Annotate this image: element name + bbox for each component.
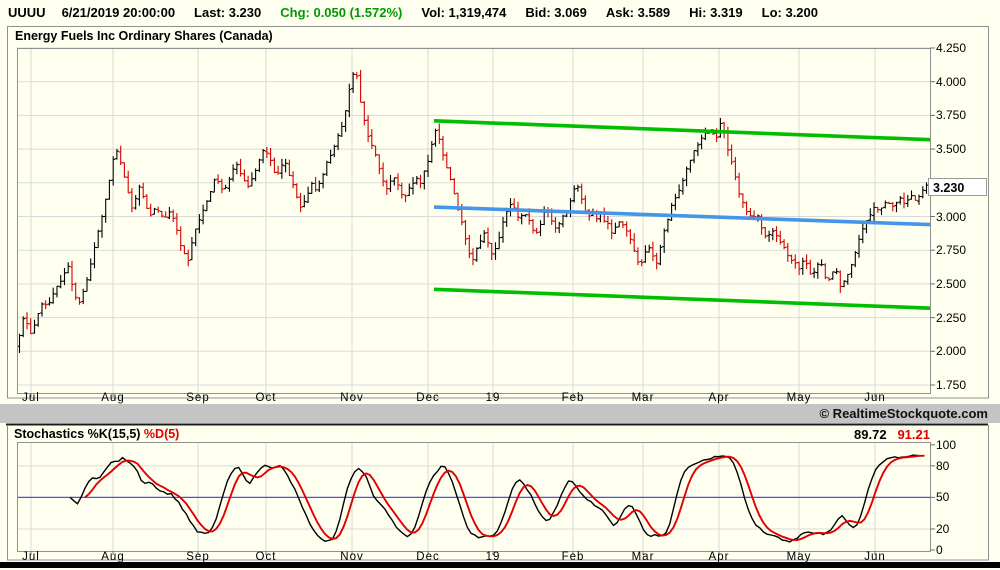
- stochastics-values: 89.72 91.21: [0, 427, 930, 442]
- month-label: Oct: [255, 392, 277, 404]
- month-label: May: [786, 392, 812, 404]
- stoch-axis-label: 50: [936, 490, 950, 505]
- stoch-month-label: 19: [485, 551, 501, 563]
- stoch-month-label: Sep: [186, 551, 210, 563]
- watermark-bar: © RealtimeStockquote.com: [0, 404, 1000, 423]
- stochastics-k-value: 89.72: [854, 427, 887, 442]
- stoch-axis-label: 0: [936, 543, 943, 557]
- header-field-1: 6/21/2019 20:00:00: [61, 4, 176, 20]
- header-field-4: Vol: 1,319,474: [421, 4, 507, 20]
- price-axis-label: 1.750: [936, 378, 967, 392]
- month-label: Nov: [340, 392, 364, 404]
- price-axis-label: 3.500: [936, 142, 967, 157]
- stoch-month-label: Oct: [255, 551, 277, 563]
- stochastics-d-value: 91.21: [897, 427, 930, 442]
- month-label: Dec: [416, 392, 440, 404]
- month-label: Aug: [101, 392, 125, 404]
- stochastics-k-label: Stochastics %K(15,5): [14, 427, 141, 441]
- stoch-axis-label: 100: [936, 437, 957, 452]
- price-axis-label: 2.500: [936, 276, 967, 291]
- stoch-month-label: Jul: [22, 551, 40, 563]
- header-field-7: Hi: 3.319: [689, 4, 743, 20]
- month-label: Jul: [22, 392, 40, 404]
- price-axis-label: 2.000: [936, 344, 967, 359]
- month-label: Jun: [864, 392, 886, 404]
- month-label: Feb: [561, 392, 585, 404]
- stoch-month-label: Nov: [340, 551, 364, 563]
- stochastics-title: Stochastics %K(15,5) %D(5): [14, 427, 179, 441]
- header-field-5: Bid: 3.069: [525, 4, 587, 20]
- stoch-month-label: Feb: [561, 551, 585, 563]
- header-field-0: UUUU: [8, 4, 46, 20]
- month-label: 19: [485, 392, 501, 404]
- price-axis-label: 3.000: [936, 209, 967, 224]
- stoch-month-label: Jun: [864, 551, 886, 563]
- month-label: Sep: [186, 392, 210, 404]
- price-axis-label: 2.750: [936, 243, 967, 258]
- price-axis-label: 2.250: [936, 310, 967, 325]
- stoch-month-label: Aug: [101, 551, 125, 563]
- bottom-border: [0, 562, 1000, 568]
- stochastics-d-label: %D(5): [143, 427, 180, 441]
- header-field-8: Lo: 3.200: [761, 4, 818, 20]
- watermark-text: © RealtimeStockquote.com: [819, 406, 988, 421]
- stoch-axis-label: 20: [936, 521, 950, 536]
- quote-header: UUUU 6/21/2019 20:00:00 Last: 3.230 Chg: 0.…: [0, 0, 1000, 24]
- stoch-month-label: Apr: [708, 551, 730, 563]
- header-field-6: Ask: 3.589: [605, 4, 671, 20]
- header-field-3: Chg: 0.050 (1.572%): [280, 4, 403, 20]
- stoch-month-label: Dec: [416, 551, 440, 563]
- stoch-axis-label: 80: [936, 458, 950, 473]
- price-axis-label: 3.750: [936, 108, 967, 123]
- current-price-tag: 3.230: [928, 178, 987, 196]
- month-label: Apr: [708, 392, 730, 404]
- chart-title: Energy Fuels Inc Ordinary Shares (Canada…: [15, 29, 273, 43]
- stoch-month-label: Mar: [631, 551, 655, 563]
- month-label: Mar: [631, 392, 655, 404]
- price-axis-label: 4.000: [936, 74, 967, 89]
- header-field-2: Last: 3.230: [194, 4, 262, 20]
- price-axis-label: 4.250: [936, 41, 967, 55]
- stoch-month-label: May: [786, 551, 812, 563]
